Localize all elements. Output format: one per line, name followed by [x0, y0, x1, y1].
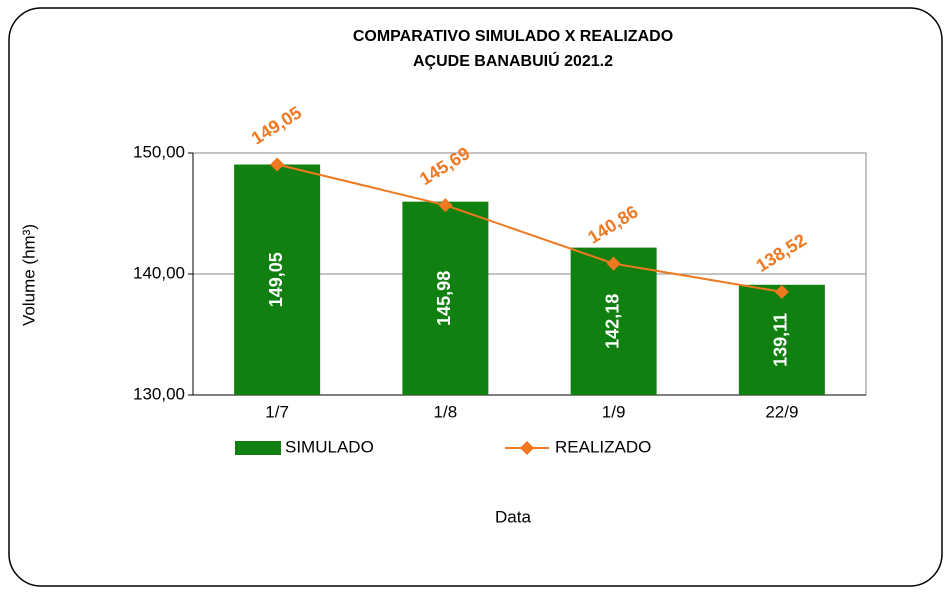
marker [270, 157, 285, 172]
x-tick-label: 22/9 [765, 402, 798, 421]
bar-value-label: 145,98 [434, 271, 454, 326]
x-tick-label: 1/7 [265, 402, 289, 421]
x-tick-label: 1/8 [434, 402, 458, 421]
x-tick-label: 1/9 [602, 402, 626, 421]
y-tick-label: 140,00 [133, 263, 185, 282]
x-axis-label: Data [495, 507, 531, 526]
marker [606, 256, 621, 271]
legend-label: REALIZADO [555, 437, 651, 456]
y-axis-label: Volume (hm³) [19, 224, 38, 326]
marker [438, 198, 453, 213]
legend-swatch [235, 441, 281, 455]
legend-label: SIMULADO [285, 437, 374, 456]
bar [738, 284, 825, 395]
y-tick-label: 150,00 [133, 142, 185, 161]
bar [234, 164, 321, 395]
bar-value-label: 139,11 [771, 313, 791, 367]
chart-subtitle: AÇUDE BANABUIÚ 2021.2 [413, 51, 613, 70]
bar-value-label: 149,05 [266, 252, 286, 307]
line [276, 163, 783, 293]
bar [402, 201, 489, 395]
bar-value-label: 142,18 [602, 294, 622, 349]
legend-marker [520, 441, 534, 455]
y-tick-label: 130,00 [133, 384, 185, 403]
chart-title: COMPARATIVO SIMULADO X REALIZADO [353, 28, 673, 45]
marker [774, 284, 789, 299]
bar [570, 247, 657, 395]
